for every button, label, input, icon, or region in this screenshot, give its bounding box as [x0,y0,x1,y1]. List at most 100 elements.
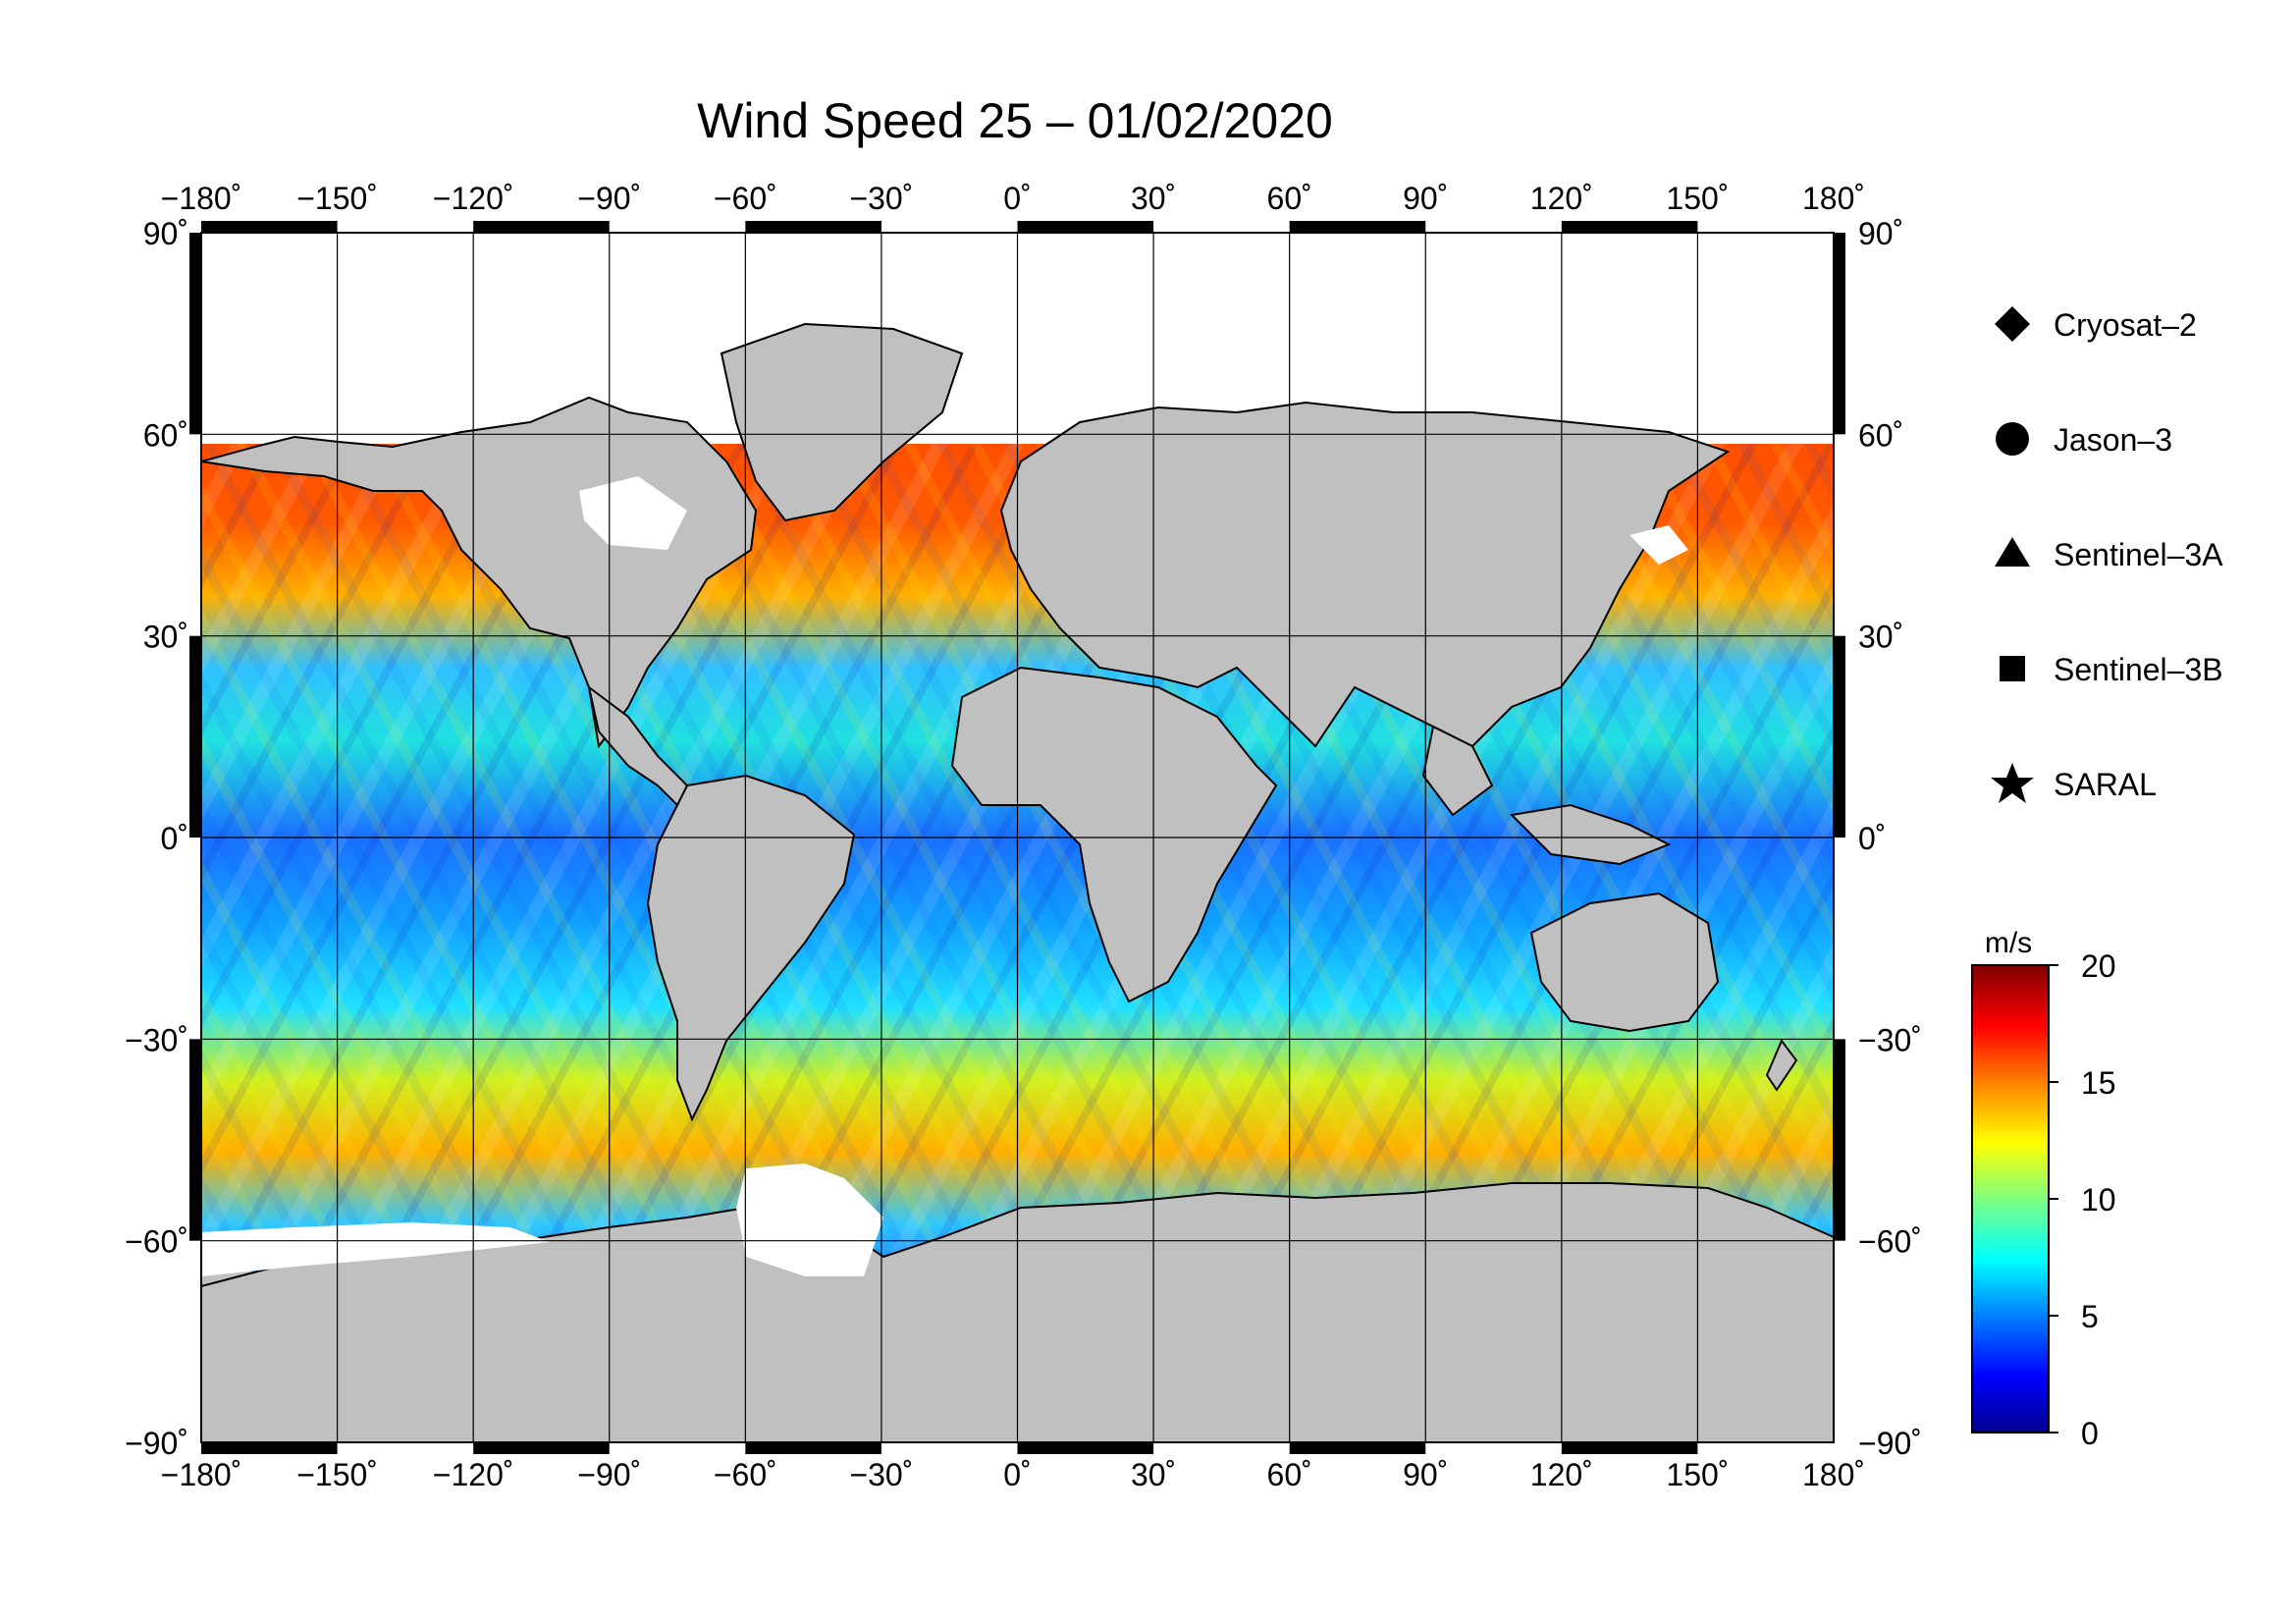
sea-ice-arctic [579,476,687,550]
lat-tick-label: 0˚ [1858,821,1886,856]
lon-tick-label: 60˚ [1267,1457,1312,1492]
eurasia-land [999,401,1731,748]
legend-label: SARAL [2054,767,2157,802]
frame-bar-top [201,221,338,233]
lon-tick-label: 150˚ [1666,181,1729,216]
lon-tick-label: −150˚ [296,1457,378,1492]
frame-bar-right [1834,1039,1845,1241]
greenland-land [720,322,964,522]
frame-bar-left [189,635,201,838]
lon-tick-label: 150˚ [1666,1457,1729,1492]
lon-tick-labels-bottom: −180˚ −150˚ −120˚ −90˚ −60˚ −30˚ 0˚ 30˚ 60˚ 90˚ 12… [161,1457,1865,1492]
lon-tick-label: −150˚ [296,181,378,216]
frame-bar-top [745,221,881,233]
lat-tick-label: −60˚ [125,1224,188,1260]
lon-tick-label: −120˚ [433,1457,514,1492]
frame-bar-left [189,233,201,435]
legend-label: Sentinel–3B [2054,652,2223,687]
colorbar-ticks: 20 15 10 5 0 [2049,948,2116,1451]
legend-item-saral: SARAL [1991,763,2157,803]
colorbar-unit: m/s [1985,927,2032,959]
sea-ice [201,476,1688,1276]
legend-item-sentinel3b: Sentinel–3B [2000,652,2223,687]
frame-bar-left [189,1039,201,1241]
lon-tick-label: −30˚ [849,181,913,216]
lon-tick-label: −90˚ [577,1457,641,1492]
africa-land [950,666,1278,1003]
lon-tick-label: 90˚ [1403,181,1448,216]
frame-bar-right [1834,635,1845,838]
frame-bar-top [1289,221,1426,233]
lon-tick-label: −30˚ [849,1457,913,1492]
circle-icon [1996,422,2029,456]
lon-tick-labels-top: −180˚ −150˚ −120˚ −90˚ −60˚ −30˚ 0˚ 30˚ 60˚ 90˚ 12… [161,181,1865,216]
maritime-asia-land [1509,803,1672,866]
lat-tick-label: 90˚ [1858,216,1903,251]
map-title: Wind Speed 25 – 01/02/2020 [697,93,1333,148]
lon-tick-label: −60˚ [714,1457,777,1492]
colorbar-tick-label: 0 [2081,1416,2099,1451]
triangle-icon [1995,537,2030,567]
star-icon [1991,763,2034,803]
frame-bar-top [1017,221,1154,233]
lon-tick-label: −120˚ [433,181,514,216]
legend-item-sentinel3a: Sentinel–3A [1995,537,2223,572]
frame-bar-bottom [473,1442,610,1454]
graticule [201,233,1834,1442]
frame-bar-bottom [1017,1442,1154,1454]
colorbar-tick-label: 15 [2081,1065,2116,1101]
frame-bar-right [1834,233,1845,435]
lon-tick-label: 60˚ [1267,181,1312,216]
lat-tick-label: 60˚ [143,417,188,453]
lon-tick-label: −90˚ [577,181,641,216]
frame-bar-top [473,221,610,233]
lon-tick-label: 180˚ [1802,1457,1865,1492]
lon-tick-label: −180˚ [161,1457,242,1492]
lat-tick-label: 0˚ [161,821,188,856]
legend-label: Sentinel–3A [2054,537,2223,572]
sea-ice-okhotsk [1629,525,1688,565]
lon-tick-label: 90˚ [1403,1457,1448,1492]
lat-tick-labels-right: 90˚ 60˚ 30˚ 0˚ −30˚ −60˚ −90˚ [1858,216,1922,1461]
lon-tick-label: 0˚ [1003,181,1031,216]
frame-bar-bottom [745,1442,881,1454]
lat-tick-label: 90˚ [143,216,188,251]
lat-tick-label: 60˚ [1858,417,1903,453]
lat-tick-label: −60˚ [1858,1224,1922,1260]
lon-tick-label: 30˚ [1131,1457,1176,1492]
lon-tick-label: 120˚ [1530,181,1593,216]
frame-bar-bottom [1289,1442,1426,1454]
lat-tick-label: −30˚ [1858,1022,1922,1057]
colorbar-tick-label: 10 [2081,1182,2116,1217]
wind-speed-map [201,233,1834,1442]
lat-tick-label: 30˚ [143,620,188,655]
legend-item-jason3: Jason–3 [1996,422,2172,458]
lon-tick-label: 0˚ [1003,1457,1031,1492]
lat-tick-label: 30˚ [1858,620,1903,655]
lon-tick-label: 120˚ [1530,1457,1593,1492]
australia-land [1529,892,1720,1033]
sea-ice-ross [201,1222,550,1276]
lat-tick-label: −30˚ [125,1022,188,1057]
frame-bar-bottom [1561,1442,1698,1454]
south-america-land [646,774,856,1122]
legend-item-cryosat2: Cryosat–2 [1995,306,2197,343]
lon-tick-label: −180˚ [161,181,242,216]
lon-tick-label: −60˚ [714,181,777,216]
map-frame-bars [189,221,1845,1454]
lon-tick-label: 180˚ [1802,181,1865,216]
legend-label: Jason–3 [2054,422,2172,458]
sea-ice-weddell [736,1163,883,1276]
frame-bar-top [1561,221,1698,233]
satellite-legend: Cryosat–2 Jason–3 Sentinel–3A Sentinel–3… [1991,306,2223,803]
lat-tick-labels-left: 90˚ 60˚ 30˚ 0˚ −30˚ −60˚ −90˚ [125,216,188,1461]
lon-tick-label: 30˚ [1131,181,1176,216]
colorbar-tick-label: 20 [2081,948,2116,984]
diamond-icon [1995,306,2030,342]
new-zealand-land [1765,1039,1798,1092]
colorbar: m/s 20 15 10 5 0 [1971,927,2116,1451]
colorbar-gradient [1971,964,2050,1434]
colorbar-tick-label: 5 [2081,1299,2099,1334]
square-icon [2000,656,2025,681]
